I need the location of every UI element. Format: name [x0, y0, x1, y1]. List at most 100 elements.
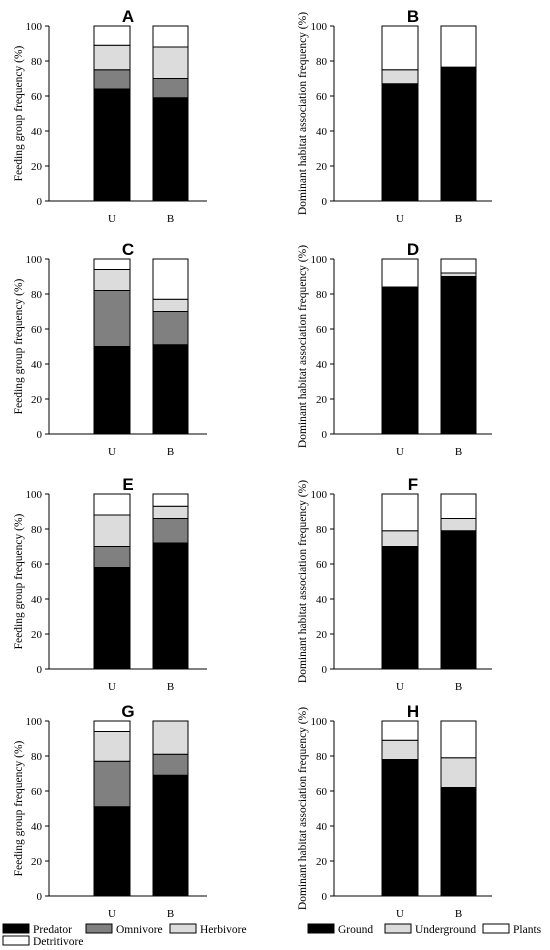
bar-c-b-omnivore: [152, 311, 189, 346]
y-tick-label: 20: [316, 394, 328, 406]
y-tick-label: 40: [31, 126, 43, 138]
x-tick-label: B: [455, 446, 462, 458]
x-tick-label: U: [108, 213, 116, 225]
y-tick-label: 20: [316, 856, 328, 868]
panel-f: 0 20 40 60 80 100 U B F Dominant habitat associat…: [297, 475, 492, 693]
bar-a-b-detritivore: [152, 25, 189, 48]
x-tick-label: U: [396, 908, 404, 920]
y-axis-label: Dominant habitat association frequency (…: [297, 480, 309, 683]
legend-swatch-detritivore: [2, 935, 30, 946]
bar-e-b-predator: [152, 542, 189, 670]
bar-b-u-ground: [381, 83, 419, 202]
bar-d-b-ground: [440, 276, 477, 435]
x-tick-label: U: [396, 213, 404, 225]
panel-d: 0 20 40 60 80 100 U B D Dominant habitat associat…: [297, 240, 492, 458]
y-tick-label: 0: [322, 429, 328, 441]
bar-c-b-herbivore: [152, 298, 189, 312]
y-tick-label: 100: [311, 21, 328, 33]
bar-g-u-detritivore: [93, 720, 131, 732]
legend-label-predator: Predator: [33, 924, 72, 936]
legend-swatch-predator: [2, 923, 30, 934]
y-axis-label: Dominant habitat association frequency (…: [297, 12, 309, 215]
x-tick-label: B: [455, 908, 462, 920]
bar-e-b-detritivore: [152, 493, 189, 507]
y-tick-label: 100: [26, 21, 43, 33]
x-tick-label: U: [396, 446, 404, 458]
y-tick-label: 100: [26, 489, 43, 501]
bar-g-b-omnivore: [152, 753, 189, 776]
legend-label-plants: Plants: [513, 924, 542, 936]
panel-letter: D: [407, 240, 419, 259]
y-tick-label: 60: [316, 786, 328, 798]
y-tick-label: 80: [31, 289, 43, 301]
y-tick-label: 80: [31, 524, 43, 536]
bar-e-b-omnivore: [152, 518, 189, 544]
bar-h-b-underground: [440, 757, 477, 788]
x-tick-label: B: [167, 213, 174, 225]
bar-d-b-plants: [440, 258, 477, 274]
y-tick-label: 100: [311, 489, 328, 501]
y-tick-label: 0: [37, 196, 43, 208]
bar-b-u-underground: [381, 69, 419, 85]
bar-a-b-predator: [152, 97, 189, 202]
x-tick-label: U: [108, 446, 116, 458]
y-tick-label: 40: [31, 821, 43, 833]
bar-d-b-underground: [440, 272, 477, 277]
legend-swatch-herbivore: [169, 923, 197, 934]
panel-letter: G: [121, 702, 134, 721]
y-tick-label: 80: [316, 751, 328, 763]
bar-f-b-plants: [440, 493, 477, 519]
bar-a-u-omnivore: [93, 69, 131, 90]
y-tick-label: 80: [316, 289, 328, 301]
y-tick-label: 80: [31, 56, 43, 68]
bar-e-u-omnivore: [93, 546, 131, 568]
legend-swatch-omnivore: [85, 923, 113, 934]
y-tick-label: 40: [31, 594, 43, 606]
y-tick-label: 60: [316, 324, 328, 336]
y-tick-label: 40: [316, 821, 328, 833]
bar-c-b-detritivore: [152, 258, 189, 300]
y-tick-label: 60: [31, 91, 43, 103]
panel-b: 0 20 40 60 80 100 U B B Dominant habitat associat…: [297, 7, 492, 225]
y-tick-label: 60: [31, 559, 43, 571]
panel-letter: H: [407, 702, 419, 721]
panel-letter: E: [122, 475, 133, 494]
x-tick-label: U: [396, 681, 404, 693]
bar-f-b-underground: [440, 518, 477, 532]
bar-g-b-herbivore: [152, 720, 189, 755]
y-axis-label: Feeding group frequency (%): [13, 740, 25, 876]
y-tick-label: 40: [316, 594, 328, 606]
y-tick-label: 80: [316, 56, 328, 68]
y-tick-label: 60: [31, 786, 43, 798]
bar-h-b-plants: [440, 720, 477, 759]
y-tick-label: 20: [31, 161, 43, 173]
legend-swatch-ground: [307, 923, 335, 934]
bar-f-u-ground: [381, 546, 419, 670]
bar-h-b-ground: [440, 787, 477, 897]
bar-f-u-underground: [381, 530, 419, 547]
bar-h-u-underground: [381, 739, 419, 760]
legend-label-herbivore: Herbivore: [200, 924, 247, 936]
legend-label-underground: Underground: [415, 924, 476, 936]
y-tick-label: 100: [26, 716, 43, 728]
y-axis-label: Feeding group frequency (%): [13, 513, 25, 649]
y-tick-label: 0: [322, 664, 328, 676]
bar-g-u-predator: [93, 806, 131, 897]
y-tick-label: 40: [316, 359, 328, 371]
bar-c-u-detritivore: [93, 258, 131, 270]
bar-f-u-plants: [381, 493, 419, 532]
panel-letter: B: [407, 7, 419, 26]
bar-a-u-herbivore: [93, 44, 131, 71]
bar-a-u-predator: [93, 88, 131, 202]
bar-a-b-omnivore: [152, 78, 189, 99]
y-axis-label: Dominant habitat association frequency (…: [297, 707, 309, 910]
bar-d-u-plants: [381, 258, 419, 288]
y-tick-label: 60: [31, 324, 43, 336]
panel-c: 0 20 40 60 80 100 U B C Feeding group frequency (…: [13, 240, 207, 458]
x-tick-label: B: [167, 908, 174, 920]
bar-d-u-ground: [381, 286, 419, 435]
x-tick-label: U: [108, 908, 116, 920]
legend-swatch-plants: [482, 923, 510, 934]
legend-label-ground: Ground: [338, 924, 373, 936]
